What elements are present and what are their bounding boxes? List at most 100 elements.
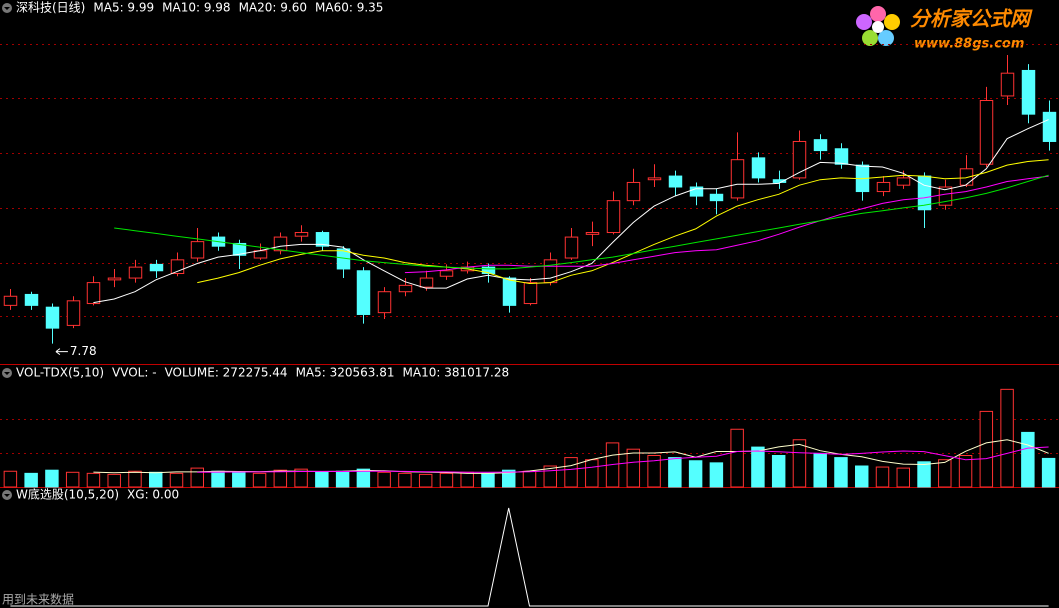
- volume-bar: [668, 457, 682, 488]
- logo-petal: [862, 30, 878, 46]
- ma-line: [197, 159, 1049, 285]
- volume-bar: [190, 467, 204, 488]
- candle-body: [730, 159, 745, 199]
- volume-bar: [377, 471, 391, 488]
- candle-body: [439, 270, 454, 277]
- volume-bar: [356, 468, 371, 488]
- volume-bar: [813, 452, 827, 488]
- volume-bar: [917, 461, 931, 488]
- candle-body: [523, 282, 538, 305]
- candle-body: [24, 293, 39, 306]
- volume-bar: [232, 471, 246, 488]
- volume-bar: [418, 473, 433, 488]
- volume-bar: [398, 472, 412, 488]
- candle-body: [66, 300, 81, 326]
- volume-bar: [169, 472, 184, 488]
- volume-bar: [896, 467, 910, 488]
- volume-bar: [65, 471, 80, 488]
- volume-bar: [730, 428, 744, 488]
- logo-petal: [878, 30, 894, 46]
- logo-petal: [884, 14, 900, 30]
- candle-body: [190, 241, 205, 259]
- ma-line: [93, 119, 1049, 304]
- volume-bar: [792, 439, 807, 488]
- candle-body: [813, 139, 828, 152]
- candle-body: [419, 277, 434, 288]
- header-text: MA10: 9.98: [162, 1, 230, 15]
- header-text: 深科技(日线): [16, 1, 85, 15]
- volume-bar: [1000, 388, 1014, 488]
- logo: 分析家公式网 www.88gs.com: [856, 6, 1033, 52]
- candle-body: [834, 148, 849, 165]
- logo-url: www.88gs.com: [914, 37, 1024, 52]
- candle-body: [294, 232, 309, 237]
- candle-body: [1042, 111, 1057, 142]
- header-text: W底选股(10,5,20): [16, 487, 119, 502]
- volume-bar: [585, 459, 599, 488]
- logo-center: [872, 21, 884, 33]
- volume-bar: [1041, 457, 1056, 488]
- indicator-line: [10, 507, 1049, 607]
- candle-body: [315, 232, 330, 247]
- header-text: MA60: 9.35: [315, 1, 383, 15]
- candle-body: [585, 232, 600, 235]
- candle-body: [896, 177, 911, 186]
- volume-bar: [771, 455, 786, 488]
- volume-bar: [709, 462, 724, 488]
- volume-bar: [335, 470, 350, 488]
- volume-bar: [273, 469, 288, 488]
- ma-line: [404, 175, 1049, 274]
- volume-bar: [938, 459, 952, 488]
- header-text: MA5: 320563.81: [296, 366, 395, 380]
- candle-body: [377, 291, 392, 314]
- candle-body: [502, 277, 517, 306]
- volume-bar: [875, 466, 890, 488]
- candle-body: [107, 277, 122, 281]
- logo-petal: [856, 14, 872, 30]
- volume-bar: [86, 472, 101, 488]
- candle-body: [543, 259, 558, 284]
- volume-bar: [855, 465, 869, 488]
- candle-body: [128, 266, 143, 279]
- volume-bar: [522, 470, 537, 488]
- footer-note: 用到未来数据: [2, 592, 74, 607]
- candle-body: [709, 193, 724, 202]
- candle-body: [398, 284, 413, 293]
- header-icon-arrow: [4, 372, 10, 375]
- candle-body: [253, 250, 268, 259]
- header-text: VOLUME: 272275.44: [165, 366, 288, 380]
- volume-bar: [688, 460, 703, 488]
- candle-body: [959, 168, 974, 186]
- volume-bar: [252, 472, 267, 488]
- candle-body: [1000, 72, 1015, 97]
- logo-petal: [870, 6, 886, 22]
- candle-body: [751, 157, 766, 179]
- header-text: XG: 0.00: [127, 488, 179, 502]
- header-text: MA5: 9.99: [93, 1, 154, 15]
- candle-body: [564, 236, 579, 259]
- volume-bar: [751, 446, 765, 488]
- candle-body: [606, 200, 621, 234]
- header-text: VOL-TDX(5,10): [16, 366, 104, 380]
- candle-body: [3, 295, 18, 306]
- volume-bar: [460, 471, 474, 488]
- volume-bar: [294, 468, 308, 488]
- header-text: MA10: 381017.28: [403, 366, 510, 380]
- candle-body: [689, 186, 704, 197]
- candle-body: [232, 242, 247, 256]
- volume-bar: [647, 455, 661, 488]
- candle-body: [979, 100, 994, 165]
- candle-body: [45, 306, 60, 329]
- candle-body: [149, 263, 164, 272]
- candle-body: [86, 282, 101, 305]
- header-text: VVOL: -: [112, 366, 157, 380]
- low-arrow: [55, 348, 68, 356]
- header-icon-arrow: [4, 494, 10, 497]
- volume-bar: [24, 472, 38, 488]
- logo-title: 分析家公式网: [910, 7, 1033, 31]
- candle-body: [481, 266, 496, 274]
- candle-body: [356, 270, 371, 315]
- candle-body: [647, 177, 662, 181]
